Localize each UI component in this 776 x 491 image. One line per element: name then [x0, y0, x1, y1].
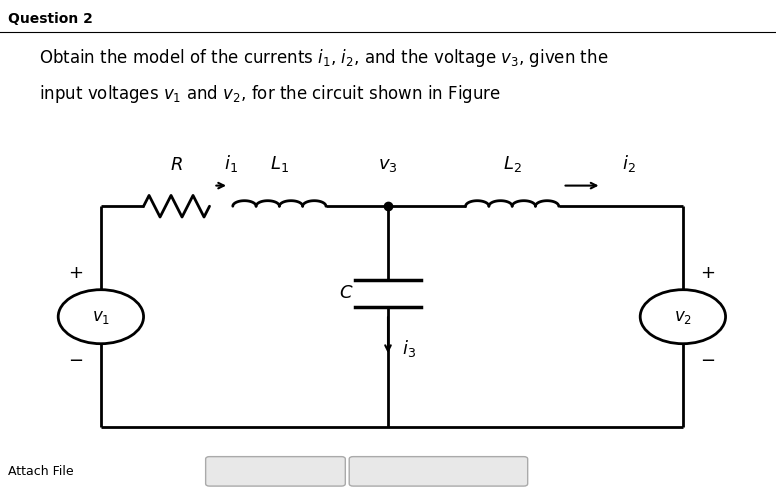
Text: input voltages $v_1$ and $v_2$, for the circuit shown in Figure: input voltages $v_1$ and $v_2$, for the …: [39, 83, 501, 106]
Text: $i_3$: $i_3$: [402, 338, 416, 359]
Text: Browse My Computer: Browse My Computer: [216, 466, 335, 476]
Text: $C$: $C$: [338, 284, 353, 302]
Text: Browse Content Collection: Browse Content Collection: [365, 466, 512, 476]
Text: +: +: [68, 264, 84, 281]
FancyBboxPatch shape: [349, 457, 528, 486]
Text: $R$: $R$: [170, 156, 183, 174]
Text: $v_3$: $v_3$: [378, 156, 398, 174]
Text: $i_1$: $i_1$: [223, 153, 237, 174]
Text: −: −: [700, 352, 715, 370]
Text: $L_1$: $L_1$: [270, 154, 289, 174]
Text: $i_2$: $i_2$: [622, 153, 636, 174]
Text: $v_1$: $v_1$: [92, 308, 110, 326]
Text: −: −: [68, 352, 84, 370]
Text: Obtain the model of the currents $i_1$, $i_2$, and the voltage $v_3$, given the: Obtain the model of the currents $i_1$, …: [39, 47, 608, 69]
Text: +: +: [700, 264, 715, 281]
FancyBboxPatch shape: [206, 457, 345, 486]
Text: Attach File: Attach File: [8, 465, 74, 478]
Text: $L_2$: $L_2$: [503, 154, 521, 174]
Text: Question 2: Question 2: [8, 12, 92, 27]
Text: $v_2$: $v_2$: [674, 308, 692, 326]
